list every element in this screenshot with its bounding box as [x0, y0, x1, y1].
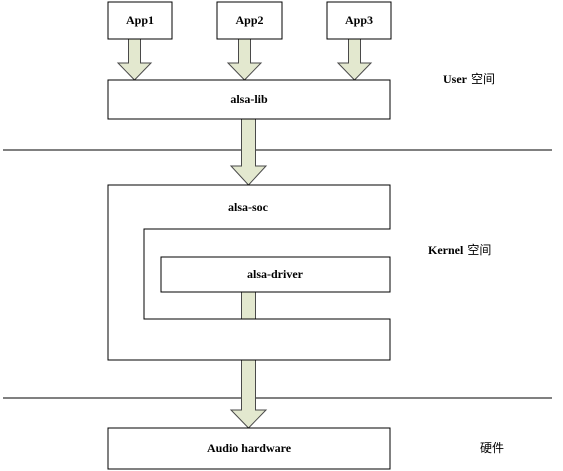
- app3-box: [326, 1, 392, 40]
- app2-box: [216, 1, 283, 40]
- alsa-driver-label: alsa-driver: [247, 267, 304, 281]
- alsa-driver-box: [160, 256, 391, 293]
- alsa-soc-label: alsa-soc: [228, 200, 269, 214]
- user-space-en: User: [443, 72, 468, 86]
- arrow-app1-to-alsa-lib: [116, 38, 153, 81]
- user-space-cn: 空间: [471, 72, 495, 86]
- audio-hardware-box: [107, 427, 391, 470]
- arrow-app3-to-alsa-lib: [336, 38, 373, 81]
- app1-label: App1: [126, 13, 154, 27]
- kernel-space-cn: 空间: [467, 243, 491, 257]
- alsa-soc-frame: [107, 184, 391, 361]
- user-space-label: User 空间: [443, 72, 495, 86]
- hardware-region-label: 硬件: [480, 441, 504, 455]
- app3-label: App3: [345, 13, 373, 27]
- kernel-space-label: Kernel 空间: [428, 243, 491, 257]
- app2-label: App2: [235, 13, 263, 27]
- arrow-alsa-lib-to-alsa-soc: [229, 118, 268, 186]
- alsa-lib-box: [107, 79, 391, 120]
- audio-hardware-label: Audio hardware: [207, 441, 292, 455]
- app1-box: [107, 1, 173, 40]
- alsa-lib-label: alsa-lib: [230, 92, 268, 106]
- arrow-app2-to-alsa-lib: [226, 38, 263, 81]
- kernel-space-en: Kernel: [428, 243, 464, 257]
